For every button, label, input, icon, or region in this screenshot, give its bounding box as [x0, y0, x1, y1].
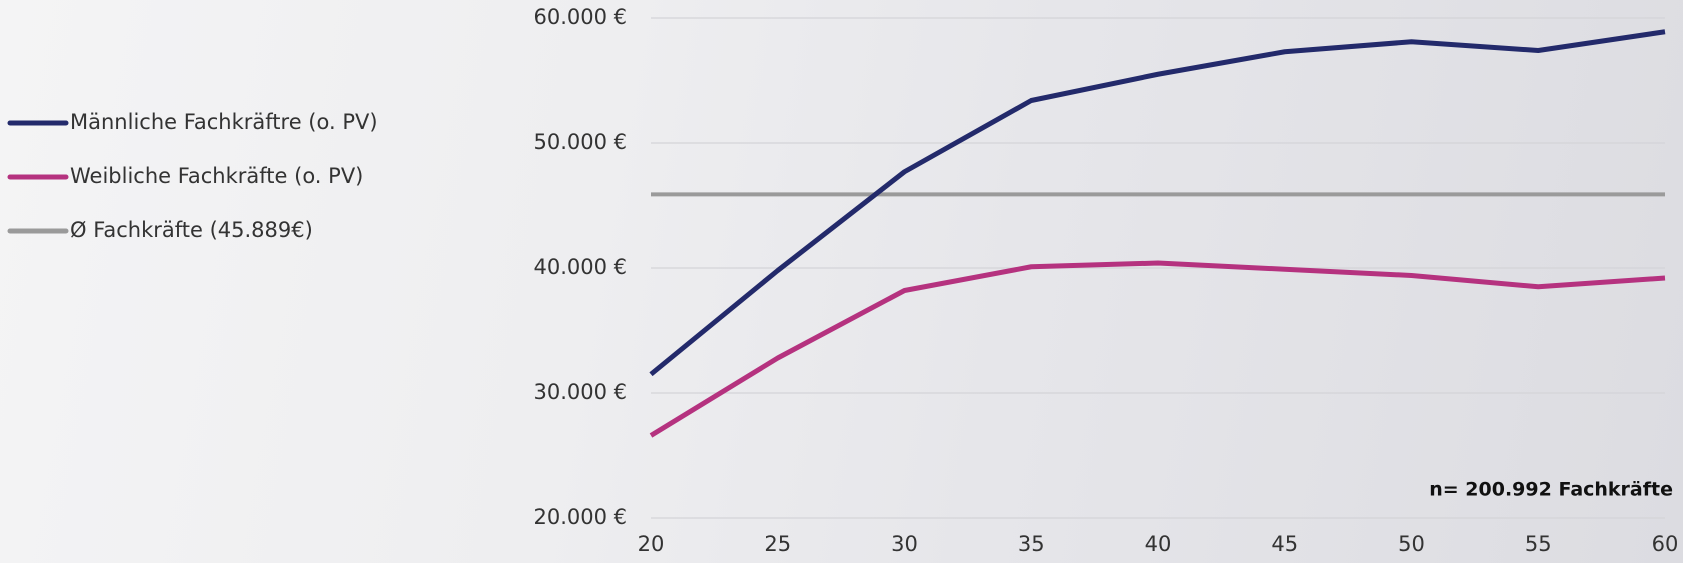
- series-line: [649, 260, 1666, 438]
- y-tick-label: 30.000 €: [533, 380, 627, 404]
- annotation: n= 200.992 Fachkräfte: [1429, 479, 1673, 501]
- x-tick-label: 35: [1018, 532, 1045, 556]
- x-tick-label: 25: [764, 532, 791, 556]
- x-tick-label: 55: [1525, 532, 1552, 556]
- legend-label: Weibliche Fachkräfte (o. PV): [70, 164, 363, 188]
- y-tick-label: 40.000 €: [533, 255, 627, 279]
- y-tick-label: 50.000 €: [533, 130, 627, 154]
- y-tick-label: 20.000 €: [533, 505, 627, 529]
- legend-label: Männliche Fachkräftre (o. PV): [70, 110, 378, 134]
- x-tick-label: 50: [1398, 532, 1425, 556]
- series-line: [649, 29, 1666, 377]
- x-tick-label: 20: [638, 532, 665, 556]
- x-tick-label: 45: [1271, 532, 1298, 556]
- x-tick-label: 60: [1652, 532, 1679, 556]
- y-tick-label: 60.000 €: [533, 5, 627, 29]
- legend-label: Ø Fachkräfte (45.889€): [70, 218, 313, 242]
- x-tick-label: 30: [891, 532, 918, 556]
- x-tick-label: 40: [1145, 532, 1172, 556]
